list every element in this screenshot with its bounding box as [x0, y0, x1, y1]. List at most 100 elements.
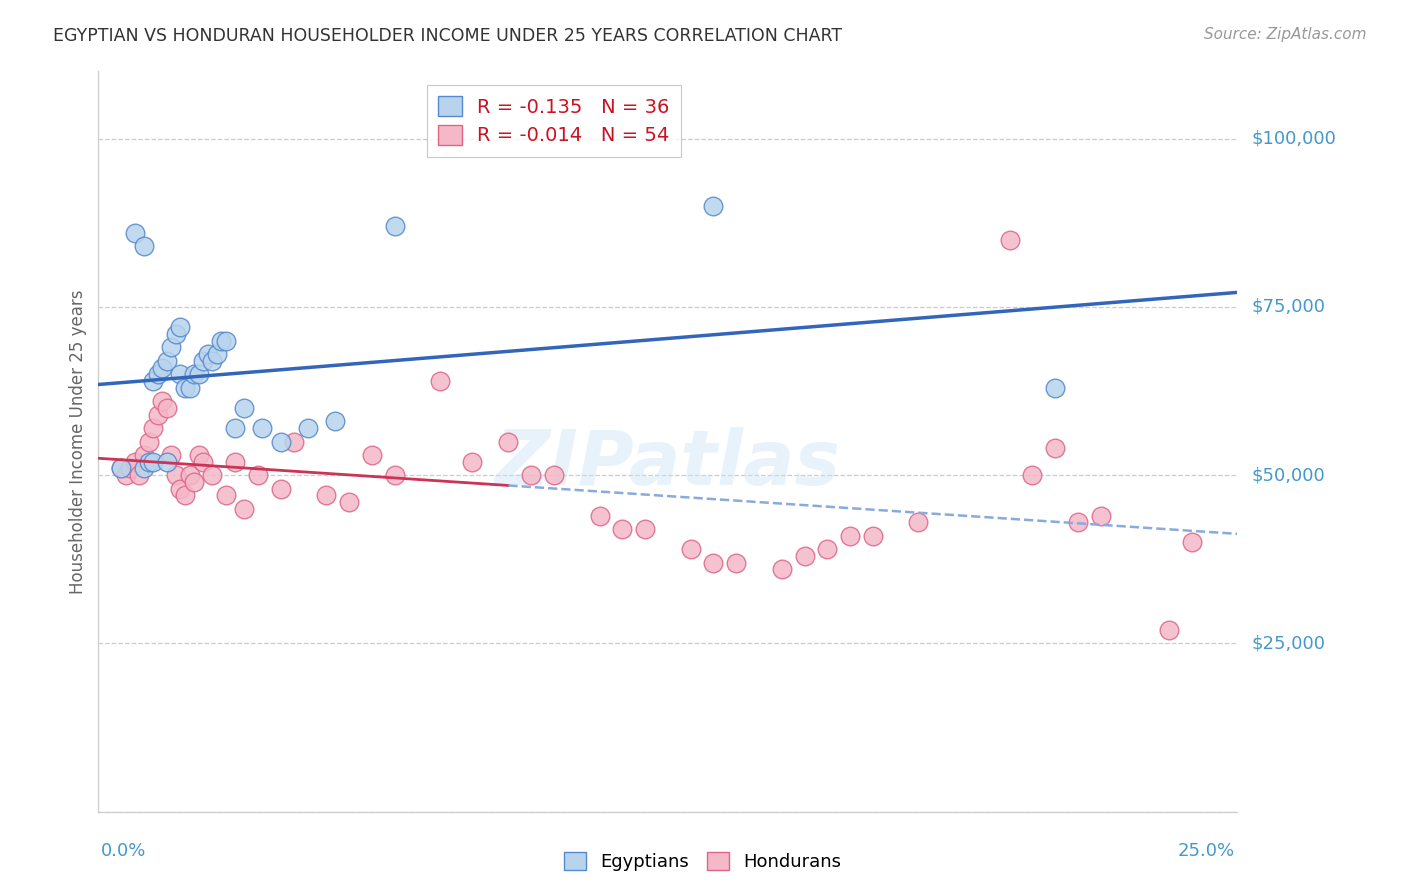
- Point: [205, 347, 228, 361]
- Point: [165, 326, 187, 341]
- Point: [862, 529, 884, 543]
- Point: [1043, 381, 1066, 395]
- Point: [461, 455, 484, 469]
- Point: [384, 219, 406, 234]
- Point: [1181, 535, 1204, 549]
- Point: [612, 522, 634, 536]
- Text: $25,000: $25,000: [1251, 634, 1326, 652]
- Point: [634, 522, 657, 536]
- Text: EGYPTIAN VS HONDURAN HOUSEHOLDER INCOME UNDER 25 YEARS CORRELATION CHART: EGYPTIAN VS HONDURAN HOUSEHOLDER INCOME …: [53, 27, 842, 45]
- Point: [815, 542, 838, 557]
- Point: [183, 368, 205, 382]
- Text: 0.0%: 0.0%: [101, 842, 146, 860]
- Y-axis label: Householder Income Under 25 years: Householder Income Under 25 years: [69, 289, 87, 594]
- Point: [209, 334, 232, 348]
- Point: [142, 374, 165, 388]
- Point: [146, 368, 169, 382]
- Point: [120, 461, 142, 475]
- Point: [114, 468, 136, 483]
- Point: [323, 414, 346, 428]
- Point: [315, 488, 337, 502]
- Point: [179, 381, 201, 395]
- Point: [150, 360, 173, 375]
- Point: [201, 353, 224, 368]
- Point: [224, 421, 246, 435]
- Point: [169, 368, 191, 382]
- Point: [174, 381, 197, 395]
- Legend: R = -0.135   N = 36, R = -0.014   N = 54: R = -0.135 N = 36, R = -0.014 N = 54: [426, 85, 682, 157]
- Point: [297, 421, 319, 435]
- Text: $75,000: $75,000: [1251, 298, 1326, 316]
- Point: [1021, 468, 1043, 483]
- Point: [142, 421, 165, 435]
- Point: [702, 556, 724, 570]
- Point: [124, 455, 146, 469]
- Point: [429, 374, 451, 388]
- Point: [1090, 508, 1112, 523]
- Point: [197, 347, 219, 361]
- Point: [215, 488, 238, 502]
- Point: [187, 368, 209, 382]
- Text: 25.0%: 25.0%: [1177, 842, 1234, 860]
- Point: [138, 455, 160, 469]
- Point: [156, 401, 179, 415]
- Point: [169, 320, 191, 334]
- Point: [201, 468, 224, 483]
- Point: [1157, 623, 1180, 637]
- Point: [498, 434, 520, 449]
- Point: [337, 495, 360, 509]
- Text: $100,000: $100,000: [1251, 129, 1336, 148]
- Text: Source: ZipAtlas.com: Source: ZipAtlas.com: [1204, 27, 1367, 42]
- Point: [907, 516, 929, 530]
- Point: [215, 334, 238, 348]
- Point: [270, 434, 292, 449]
- Point: [224, 455, 246, 469]
- Point: [132, 448, 155, 462]
- Point: [183, 475, 205, 489]
- Legend: Egyptians, Hondurans: Egyptians, Hondurans: [557, 845, 849, 879]
- Point: [384, 468, 406, 483]
- Point: [156, 455, 179, 469]
- Point: [110, 461, 132, 475]
- Point: [543, 468, 565, 483]
- Point: [588, 508, 610, 523]
- Point: [252, 421, 274, 435]
- Point: [1043, 442, 1066, 456]
- Point: [270, 482, 292, 496]
- Point: [1067, 516, 1090, 530]
- Text: $50,000: $50,000: [1251, 467, 1324, 484]
- Text: ZIPatlas: ZIPatlas: [495, 426, 841, 500]
- Point: [169, 482, 191, 496]
- Point: [793, 549, 815, 563]
- Point: [160, 340, 183, 354]
- Point: [770, 562, 793, 576]
- Point: [233, 501, 256, 516]
- Point: [839, 529, 862, 543]
- Point: [165, 468, 187, 483]
- Point: [156, 353, 179, 368]
- Point: [174, 488, 197, 502]
- Point: [142, 455, 165, 469]
- Point: [146, 408, 169, 422]
- Point: [138, 434, 160, 449]
- Point: [520, 468, 543, 483]
- Point: [124, 226, 146, 240]
- Point: [150, 394, 173, 409]
- Point: [193, 455, 215, 469]
- Point: [132, 461, 155, 475]
- Point: [233, 401, 256, 415]
- Point: [110, 461, 132, 475]
- Point: [725, 556, 748, 570]
- Point: [179, 468, 201, 483]
- Point: [702, 199, 724, 213]
- Point: [283, 434, 305, 449]
- Point: [132, 239, 155, 253]
- Point: [160, 448, 183, 462]
- Point: [679, 542, 702, 557]
- Point: [187, 448, 209, 462]
- Point: [360, 448, 382, 462]
- Point: [193, 353, 215, 368]
- Point: [246, 468, 269, 483]
- Point: [998, 233, 1021, 247]
- Point: [128, 468, 150, 483]
